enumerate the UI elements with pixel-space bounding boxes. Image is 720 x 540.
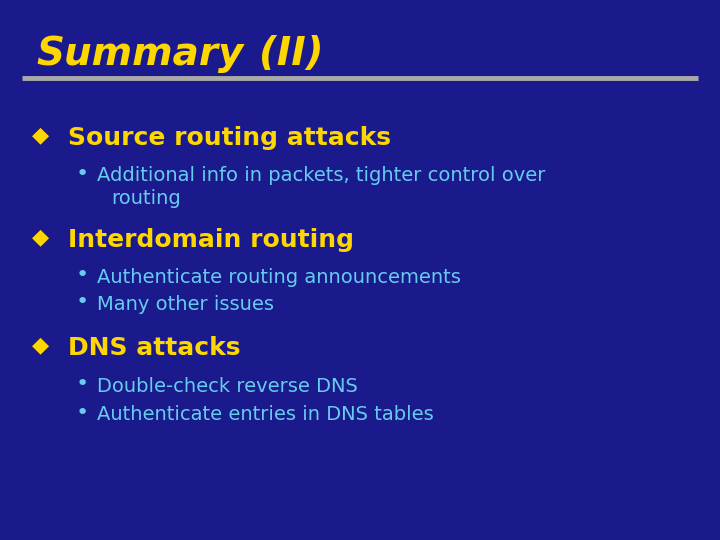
Text: ◆: ◆ — [32, 335, 50, 356]
Text: Authenticate entries in DNS tables: Authenticate entries in DNS tables — [97, 405, 434, 424]
Text: •: • — [76, 403, 89, 423]
Text: •: • — [76, 265, 89, 286]
Text: •: • — [76, 292, 89, 313]
Text: Double-check reverse DNS: Double-check reverse DNS — [97, 376, 358, 396]
Text: Additional info in packets, tighter control over: Additional info in packets, tighter cont… — [97, 166, 546, 185]
Text: Interdomain routing: Interdomain routing — [68, 228, 354, 252]
Text: •: • — [76, 374, 89, 395]
Text: Summary: Summary — [36, 35, 243, 73]
Text: Many other issues: Many other issues — [97, 294, 274, 314]
Text: DNS attacks: DNS attacks — [68, 336, 241, 360]
Text: Source routing attacks: Source routing attacks — [68, 126, 392, 150]
Text: ◆: ◆ — [32, 125, 50, 145]
Text: routing: routing — [112, 189, 181, 208]
Text: (II): (II) — [259, 35, 324, 73]
Text: •: • — [76, 164, 89, 184]
Text: Authenticate routing announcements: Authenticate routing announcements — [97, 267, 461, 287]
Text: ◆: ◆ — [32, 227, 50, 248]
